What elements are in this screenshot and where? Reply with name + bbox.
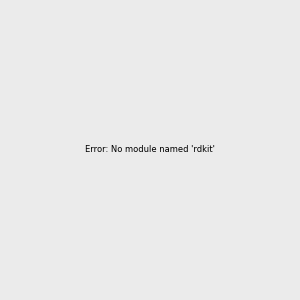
Text: Error: No module named 'rdkit': Error: No module named 'rdkit' (85, 146, 215, 154)
